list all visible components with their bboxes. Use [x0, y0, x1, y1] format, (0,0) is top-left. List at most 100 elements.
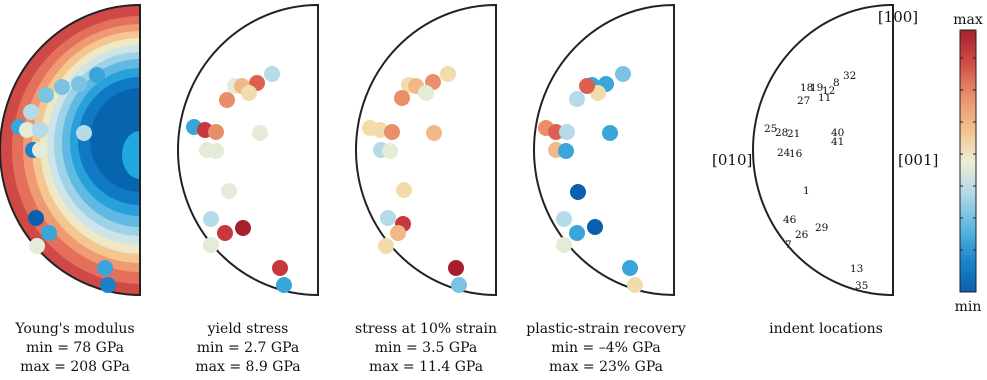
panel-plastic-strain-recovery — [533, 3, 675, 297]
captions: Young's modulus min = 78 GPa max = 208 G… — [14, 321, 882, 375]
indent-marker — [372, 122, 388, 138]
indent-number: 13 — [850, 263, 863, 275]
indent-marker — [548, 124, 564, 140]
indent-marker — [19, 122, 35, 138]
panel-yield-stress — [177, 3, 319, 297]
indent-marker — [29, 238, 45, 254]
indent-marker — [100, 277, 116, 293]
indent-marker — [54, 79, 70, 95]
indent-marker — [252, 125, 268, 141]
caption-yield-stress-max: max = 8.9 GPa — [195, 359, 300, 375]
indent-marker — [396, 182, 412, 198]
indent-number: 7 — [785, 239, 792, 251]
indent-marker — [451, 277, 467, 293]
indent-marker — [38, 87, 54, 103]
indent-marker — [264, 66, 280, 82]
indent-number: 25 — [764, 123, 777, 135]
indent-marker — [382, 143, 398, 159]
stereographic-boundary — [0, 3, 141, 297]
indent-marker — [235, 220, 251, 236]
colorbar-gradient — [959, 29, 977, 293]
caption-stress-10pct-max: max = 11.4 GPa — [369, 359, 483, 375]
caption-yield-stress-min: min = 2.7 GPa — [197, 340, 299, 356]
indent-marker — [272, 260, 288, 276]
indent-marker — [622, 260, 638, 276]
indent-marker — [378, 238, 394, 254]
indent-number: 21 — [787, 128, 800, 140]
indent-marker — [569, 225, 585, 241]
direction-label-100: [100] — [878, 8, 918, 26]
indent-number: 32 — [843, 70, 856, 82]
panel-stress-10pct — [355, 3, 497, 297]
indent-number: 12 — [822, 85, 835, 97]
indent-number: 29 — [815, 222, 828, 234]
indent-marker — [32, 122, 48, 138]
indent-marker — [569, 91, 585, 107]
indent-marker — [221, 183, 237, 199]
yield-stress-indents — [186, 66, 292, 293]
indent-number: 26 — [795, 229, 809, 241]
direction-label-001: [001] — [898, 151, 938, 169]
indent-marker — [217, 225, 233, 241]
indent-number: 1 — [803, 185, 810, 197]
indent-marker — [418, 85, 434, 101]
indent-marker — [89, 67, 105, 83]
indent-number: 46 — [783, 214, 797, 226]
caption-youngs-modulus-max: max = 208 GPa — [20, 359, 130, 375]
indent-number: 41 — [831, 136, 844, 148]
indent-marker — [615, 66, 631, 82]
stress-10pct-indents — [362, 66, 467, 293]
caption-strain-recovery: plastic-strain recovery — [526, 321, 686, 337]
colorbar: max min — [953, 12, 983, 315]
strain-recovery-indents — [538, 66, 643, 293]
indent-marker — [203, 211, 219, 227]
indent-marker — [208, 124, 224, 140]
caption-indent-locations: indent locations — [769, 321, 883, 337]
caption-youngs-modulus-min: min = 78 GPa — [26, 340, 124, 356]
indent-marker — [276, 277, 292, 293]
indent-marker — [203, 237, 219, 253]
indent-marker — [448, 260, 464, 276]
indent-number: 18 — [800, 82, 813, 94]
indent-marker — [97, 260, 113, 276]
indent-marker — [394, 90, 410, 106]
indent-marker — [559, 124, 575, 140]
indent-marker — [602, 125, 618, 141]
indent-number: 11 — [818, 92, 831, 104]
indent-number: 28 — [775, 127, 788, 139]
indent-marker — [579, 78, 595, 94]
caption-stress-10pct: stress at 10% strain — [355, 321, 497, 337]
indent-number: 40 — [831, 127, 844, 139]
indent-marker — [390, 225, 406, 241]
indent-marker — [627, 277, 643, 293]
colorbar-ticks — [960, 57, 976, 251]
caption-stress-10pct-min: min = 3.5 GPa — [375, 340, 477, 356]
youngs-modulus-indents — [11, 67, 116, 293]
colorbar-max-label: max — [953, 12, 983, 28]
indent-marker — [556, 211, 572, 227]
indent-marker — [556, 237, 572, 253]
panel-indent-locations: [100] [010] [001] 18 19 12 8 32 27 11 25… — [712, 3, 938, 297]
indent-marker — [41, 225, 57, 241]
indent-number: 24 — [777, 147, 791, 159]
indent-marker — [587, 219, 603, 235]
indent-marker — [32, 142, 48, 158]
caption-youngs-modulus: Young's modulus — [14, 321, 134, 337]
panel-youngs-modulus — [0, 3, 141, 297]
indent-marker — [219, 92, 235, 108]
indent-marker — [28, 210, 44, 226]
indent-number: 8 — [833, 77, 840, 89]
contour-band-inner — [122, 131, 140, 179]
indent-marker — [440, 66, 456, 82]
indent-marker — [426, 125, 442, 141]
indent-marker — [384, 124, 400, 140]
contour-band — [90, 88, 140, 192]
indent-marker — [76, 125, 92, 141]
indent-number: 19 — [810, 82, 823, 94]
indent-marker — [71, 76, 87, 92]
indent-number: 27 — [797, 95, 810, 107]
direction-label-010: [010] — [712, 151, 752, 169]
indent-marker — [241, 85, 257, 101]
indent-number: 16 — [789, 148, 803, 160]
caption-yield-stress: yield stress — [207, 321, 289, 337]
